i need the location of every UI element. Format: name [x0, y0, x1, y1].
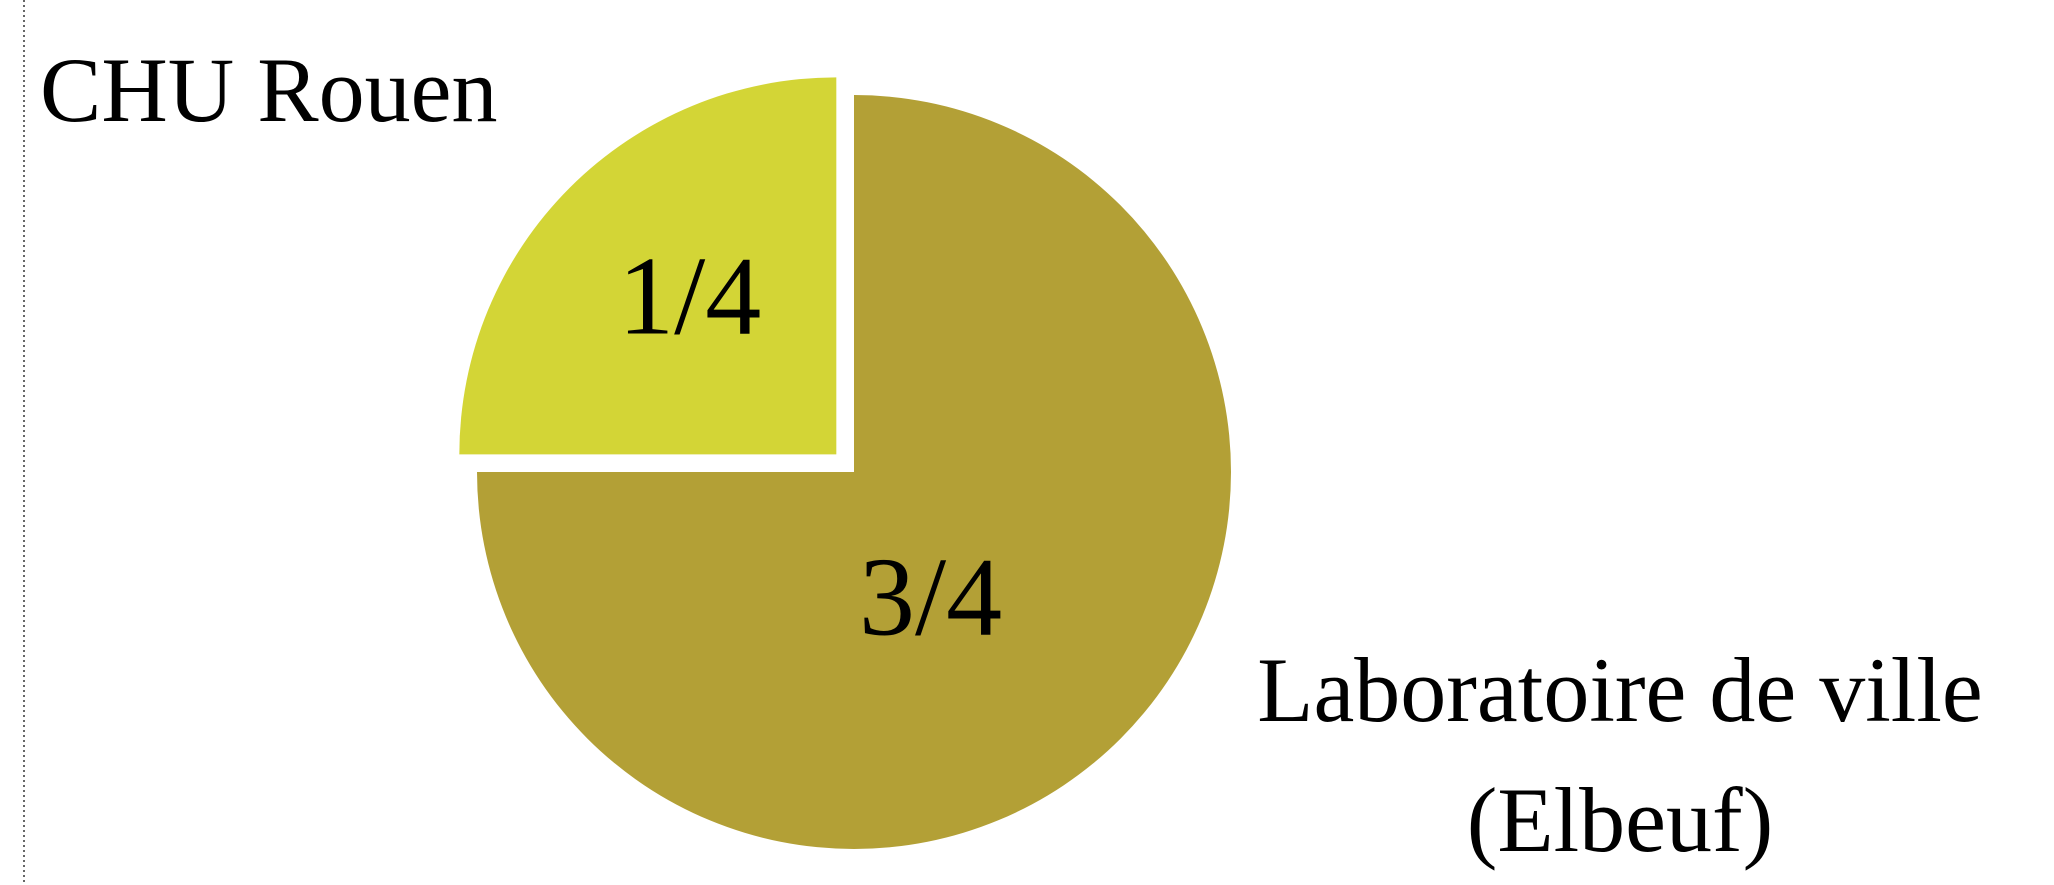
pie-slice — [477, 95, 1231, 849]
value-label: 3/4 — [859, 535, 1002, 659]
category-label: CHU Rouen — [40, 39, 498, 141]
pie-slice — [459, 77, 837, 455]
value-label: 1/4 — [618, 234, 761, 358]
category-label: Laboratoire de ville (Elbeuf) — [1257, 639, 1983, 871]
